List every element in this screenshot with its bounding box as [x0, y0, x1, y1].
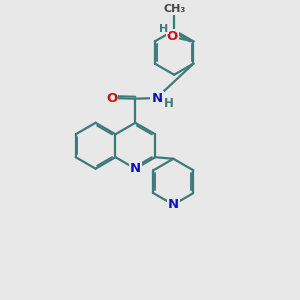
Text: H: H — [164, 97, 174, 110]
Text: H: H — [159, 24, 168, 34]
Text: O: O — [167, 31, 178, 44]
Text: CH₃: CH₃ — [163, 4, 185, 14]
Text: N: N — [152, 92, 163, 105]
Text: O: O — [106, 92, 117, 105]
Text: N: N — [130, 162, 141, 175]
Text: N: N — [168, 198, 179, 211]
